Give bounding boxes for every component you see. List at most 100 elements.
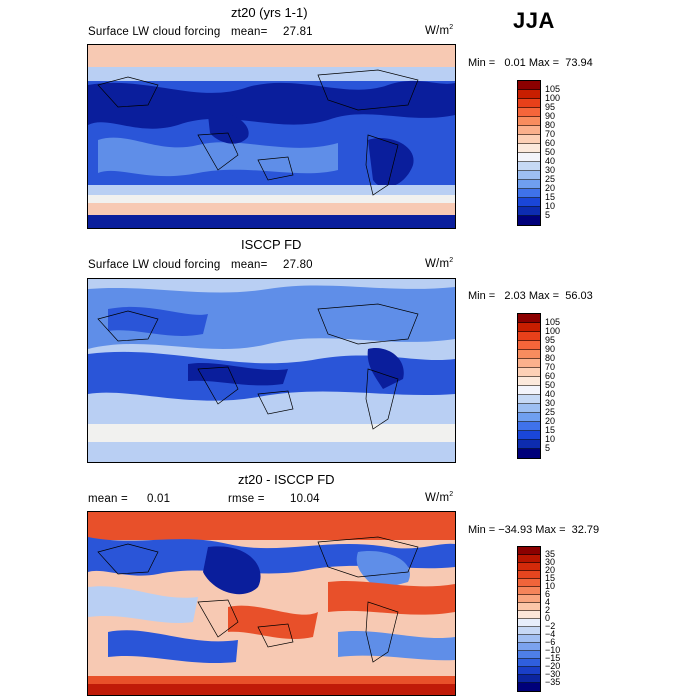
panel-1-variable: Surface LW cloud forcing bbox=[88, 26, 221, 38]
colorbar-tick-label: 50 bbox=[545, 146, 556, 157]
colorbar-tick-label: −15 bbox=[545, 652, 561, 663]
colorbar-swatch bbox=[518, 667, 540, 675]
colorbar-tick-label: −6 bbox=[545, 636, 556, 647]
panel-3-field bbox=[88, 512, 455, 695]
colorbar-tick-label: 40 bbox=[545, 155, 556, 166]
colorbar-tick-label: 90 bbox=[545, 343, 556, 354]
panel-3-colorbar-labels: 35 30 20 15 10 6 4 2 0 −2 −4 −6 −10 −15 −20 −30 −35 bbox=[545, 546, 585, 692]
colorbar-tick-label: −20 bbox=[545, 660, 561, 671]
colorbar-swatch bbox=[518, 547, 540, 555]
panel-3-units: W/m2 bbox=[425, 491, 454, 504]
colorbar-tick-label: 35 bbox=[545, 548, 556, 559]
colorbar-tick-label: 4 bbox=[545, 596, 551, 607]
panel-1-minmax: Min = 0.01 Max = 73.94 bbox=[468, 57, 593, 69]
panel-3-title: zt20 - ISCCP FD bbox=[238, 472, 335, 487]
colorbar-swatch bbox=[518, 117, 540, 126]
colorbar-swatch bbox=[518, 377, 540, 386]
colorbar-swatch bbox=[518, 135, 540, 144]
colorbar-swatch bbox=[518, 635, 540, 643]
panel-1-mean-value: 27.81 bbox=[283, 26, 313, 38]
colorbar-tick-label: 5 bbox=[545, 209, 551, 220]
colorbar-tick-label: 15 bbox=[545, 424, 556, 435]
colorbar-swatch bbox=[518, 368, 540, 377]
panel-2-colorbar-swatches bbox=[518, 314, 540, 458]
colorbar-tick-label: 10 bbox=[545, 433, 556, 444]
panel-1-units: W/m2 bbox=[425, 24, 454, 37]
colorbar-tick-label: −4 bbox=[545, 628, 556, 639]
colorbar-tick-label: 80 bbox=[545, 352, 556, 363]
colorbar-tick-label: 20 bbox=[545, 415, 556, 426]
panel-1-colorbar-swatches bbox=[518, 81, 540, 225]
panel-3-rmse-label: rmse = bbox=[228, 493, 265, 505]
panel-2-field bbox=[88, 279, 455, 462]
colorbar-tick-label: −2 bbox=[545, 620, 556, 631]
colorbar-swatch bbox=[518, 413, 540, 422]
colorbar-tick-label: 20 bbox=[545, 182, 556, 193]
colorbar-tick-label: −35 bbox=[545, 676, 561, 687]
colorbar-swatch bbox=[518, 314, 540, 323]
colorbar-tick-label: 20 bbox=[545, 564, 556, 575]
panel-1-colorbar-labels: 105 100 95 90 80 70 60 50 40 30 25 20 15 10 5 bbox=[545, 80, 585, 226]
colorbar-swatch bbox=[518, 386, 540, 395]
colorbar-swatch bbox=[518, 449, 540, 458]
colorbar-tick-label: 30 bbox=[545, 556, 556, 567]
panel-3-map bbox=[87, 511, 456, 696]
colorbar-tick-label: 6 bbox=[545, 588, 551, 599]
colorbar-tick-label: 10 bbox=[545, 580, 556, 591]
colorbar-swatch bbox=[518, 395, 540, 404]
colorbar-tick-label: 95 bbox=[545, 334, 556, 345]
colorbar-tick-label: 80 bbox=[545, 119, 556, 130]
colorbar-tick-label: 70 bbox=[545, 361, 556, 372]
panel-2-mean-label: mean= bbox=[231, 259, 268, 271]
colorbar-tick-label: 95 bbox=[545, 101, 556, 112]
panel-2-title: ISCCP FD bbox=[241, 237, 302, 252]
colorbar-tick-label: 100 bbox=[545, 92, 561, 103]
panel-3-colorbar bbox=[517, 546, 541, 692]
colorbar-swatch bbox=[518, 683, 540, 691]
colorbar-swatch bbox=[518, 404, 540, 413]
colorbar-tick-label: −30 bbox=[545, 668, 561, 679]
colorbar-swatch bbox=[518, 603, 540, 611]
colorbar-swatch bbox=[518, 171, 540, 180]
colorbar-swatch bbox=[518, 659, 540, 667]
colorbar-tick-label: 105 bbox=[545, 316, 561, 327]
colorbar-swatch bbox=[518, 350, 540, 359]
colorbar-swatch bbox=[518, 431, 540, 440]
colorbar-tick-label: 25 bbox=[545, 406, 556, 417]
colorbar-tick-label: 90 bbox=[545, 110, 556, 121]
colorbar-swatch bbox=[518, 189, 540, 198]
colorbar-tick-label: 5 bbox=[545, 442, 551, 453]
colorbar-swatch bbox=[518, 162, 540, 171]
panel-2-units: W/m2 bbox=[425, 257, 454, 270]
panel-1-field bbox=[88, 45, 455, 228]
colorbar-tick-label: 70 bbox=[545, 128, 556, 139]
colorbar-tick-label: 105 bbox=[545, 83, 561, 94]
colorbar-swatch bbox=[518, 627, 540, 635]
colorbar-swatch bbox=[518, 563, 540, 571]
colorbar-swatch bbox=[518, 144, 540, 153]
colorbar-swatch bbox=[518, 675, 540, 683]
colorbar-swatch bbox=[518, 198, 540, 207]
panel-3-mean-label: mean = bbox=[88, 493, 128, 505]
colorbar-swatch bbox=[518, 126, 540, 135]
panel-2-map bbox=[87, 278, 456, 463]
colorbar-tick-label: −10 bbox=[545, 644, 561, 655]
colorbar-swatch bbox=[518, 216, 540, 225]
colorbar-swatch bbox=[518, 323, 540, 332]
colorbar-tick-label: 15 bbox=[545, 572, 556, 583]
panel-3-mean-value: 0.01 bbox=[147, 493, 171, 505]
colorbar-swatch bbox=[518, 619, 540, 627]
panel-1-title: zt20 (yrs 1-1) bbox=[231, 5, 308, 20]
colorbar-swatch bbox=[518, 341, 540, 350]
colorbar-swatch bbox=[518, 643, 540, 651]
colorbar-tick-label: 60 bbox=[545, 370, 556, 381]
colorbar-swatch bbox=[518, 99, 540, 108]
colorbar-tick-label: 2 bbox=[545, 604, 551, 615]
colorbar-swatch bbox=[518, 180, 540, 189]
panel-2-mean-value: 27.80 bbox=[283, 259, 313, 271]
colorbar-swatch bbox=[518, 611, 540, 619]
colorbar-swatch bbox=[518, 422, 540, 431]
colorbar-tick-label: 15 bbox=[545, 191, 556, 202]
colorbar-swatch bbox=[518, 571, 540, 579]
panel-1-mean-label: mean= bbox=[231, 26, 268, 38]
